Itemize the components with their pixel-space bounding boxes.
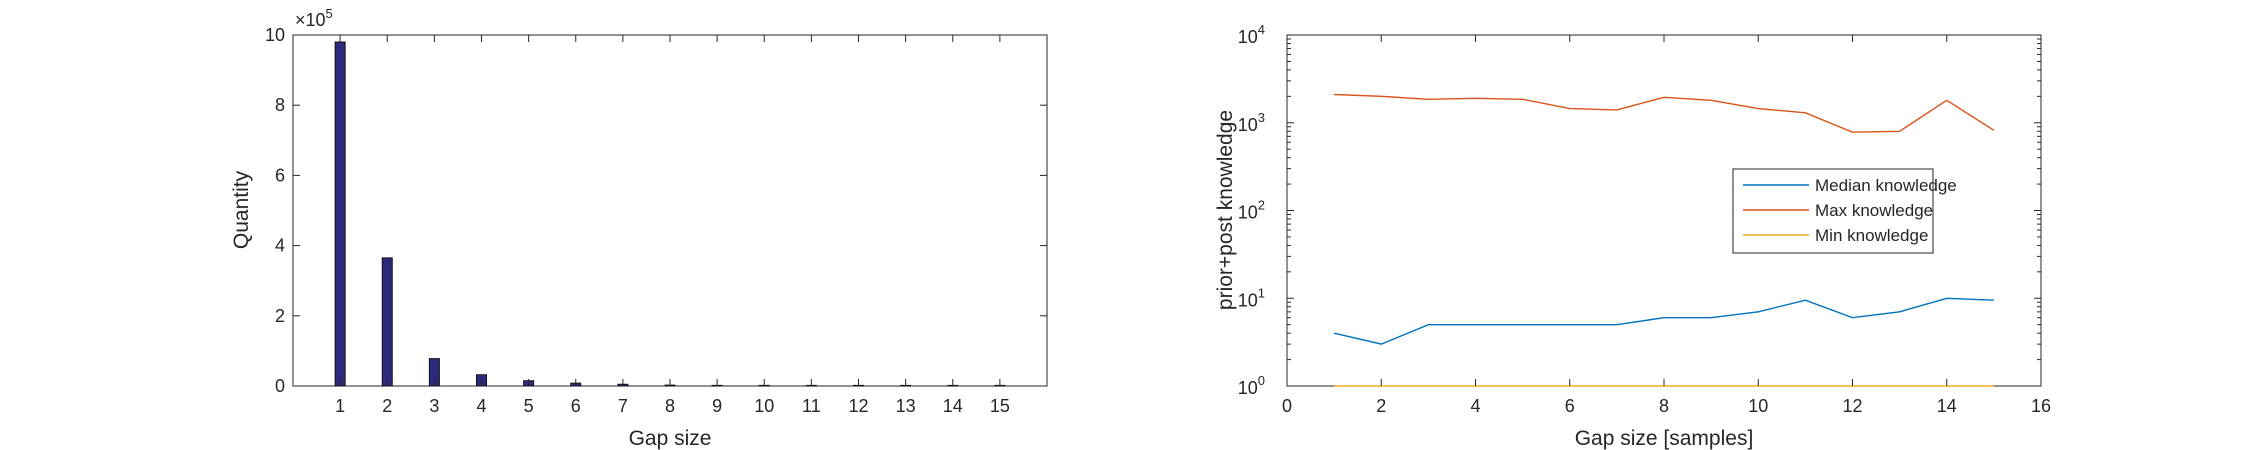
x-axis-label: Gap size [samples] xyxy=(1575,427,1754,450)
series-line xyxy=(1334,93,1995,133)
y-tick-label: 8 xyxy=(275,95,285,115)
x-tick-label: 4 xyxy=(476,396,486,416)
x-tick-label: 0 xyxy=(1282,396,1292,416)
x-tick-label: 7 xyxy=(618,396,628,416)
y-tick-label: 100 xyxy=(1238,373,1265,398)
bar xyxy=(334,41,346,387)
x-axis-label: Gap size xyxy=(629,427,712,450)
x-tick-label: 6 xyxy=(571,396,581,416)
x-tick-label: 1 xyxy=(335,396,345,416)
x-tick-group: 1 2 3 4 5 6 7 8 9 10 11 12 13 14 15 xyxy=(335,35,1010,416)
x-tick-label: 10 xyxy=(754,396,774,416)
x-tick-label: 4 xyxy=(1470,396,1480,416)
x-tick-label: 2 xyxy=(1376,396,1386,416)
y-exponent-label: ×105 xyxy=(295,6,333,30)
x-tick-label: 12 xyxy=(848,396,868,416)
line-chart: 0 2 4 6 8 10 12 14 16 100 101 102 103 104 Gap size [… xyxy=(1214,22,2051,450)
legend-box xyxy=(1732,168,1934,254)
bar xyxy=(381,257,393,387)
x-tick-label: 14 xyxy=(943,396,963,416)
x-tick-label: 5 xyxy=(524,396,534,416)
bar-chart-axes-box xyxy=(292,34,1048,387)
legend: Median knowledge Max knowledge Min knowled… xyxy=(1732,168,1957,254)
series-line xyxy=(1333,297,1994,345)
x-tick-label: 14 xyxy=(1937,396,1957,416)
y-axis-label: prior+post knowledge xyxy=(1214,110,1237,310)
legend-label: Max knowledge xyxy=(1815,201,1933,220)
x-tick-label: 8 xyxy=(1659,396,1669,416)
x-tick-label: 2 xyxy=(382,396,392,416)
y-tick-label: 104 xyxy=(1238,22,1265,47)
bar-group xyxy=(334,41,1006,387)
y-tick-label: 102 xyxy=(1238,198,1265,223)
legend-label: Min knowledge xyxy=(1815,226,1928,245)
x-tick-label: 9 xyxy=(712,396,722,416)
y-tick-group: 0 2 4 6 8 10 xyxy=(265,25,1047,396)
y-axis-label: Quantity xyxy=(230,170,253,249)
x-tick-label: 15 xyxy=(990,396,1010,416)
y-tick-label: 2 xyxy=(275,306,285,326)
x-tick-label: 6 xyxy=(1565,396,1575,416)
x-tick-label: 3 xyxy=(429,396,439,416)
y-tick-label: 10 xyxy=(265,25,285,45)
y-tick-label: 101 xyxy=(1238,285,1265,310)
x-tick-label: 11 xyxy=(802,396,821,416)
y-tick-label: 103 xyxy=(1238,110,1265,135)
x-tick-label: 16 xyxy=(2031,396,2051,416)
x-tick-label: 10 xyxy=(1748,396,1768,416)
y-tick-label: 4 xyxy=(275,236,285,256)
y-tick-label: 0 xyxy=(275,376,285,396)
x-tick-label: 8 xyxy=(665,396,675,416)
y-tick-label: 6 xyxy=(275,165,285,185)
x-tick-label: 13 xyxy=(896,396,916,416)
x-tick-group: 0 2 4 6 8 10 12 14 16 xyxy=(1282,35,2051,416)
y-tick-group: 100 101 102 103 104 xyxy=(1238,22,2041,398)
legend-label: Median knowledge xyxy=(1815,176,1957,195)
x-tick-label: 12 xyxy=(1842,396,1862,416)
